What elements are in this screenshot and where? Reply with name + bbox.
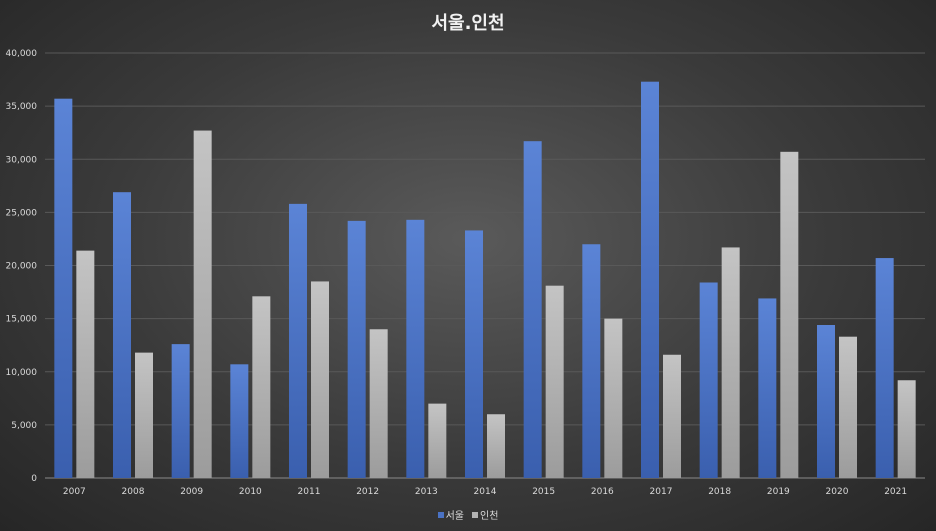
bar-seoul-2009 xyxy=(171,344,190,478)
x-tick-label: 2008 xyxy=(122,487,145,497)
bar-incheon-2007 xyxy=(76,250,95,478)
y-tick-label: 20,000 xyxy=(6,262,38,272)
bar-incheon-2011 xyxy=(311,281,329,478)
bar-seoul-2019 xyxy=(758,298,777,478)
legend-label-incheon: 인천 xyxy=(480,511,499,522)
bar-seoul-2018 xyxy=(699,282,718,478)
bar-incheon-2021 xyxy=(897,380,916,478)
bar-seoul-2011 xyxy=(289,203,307,478)
y-tick-label: 10,000 xyxy=(6,368,38,378)
x-tick-label: 2013 xyxy=(415,487,438,497)
bar-incheon-2016 xyxy=(604,318,623,478)
bar-seoul-2015 xyxy=(523,141,542,478)
legend-item-incheon: 인천 xyxy=(472,507,498,522)
bar-seoul-2014 xyxy=(465,230,483,478)
legend-swatch-seoul xyxy=(437,511,444,518)
y-tick-label: 25,000 xyxy=(6,208,38,218)
x-tick-label: 2017 xyxy=(650,487,673,497)
x-tick-label: 2009 xyxy=(180,487,203,497)
x-tick-label: 2007 xyxy=(63,487,86,497)
bar-incheon-2019 xyxy=(780,151,799,478)
bar-seoul-2020 xyxy=(817,325,835,478)
x-tick-label: 2011 xyxy=(298,487,321,497)
bar-incheon-2020 xyxy=(839,336,857,478)
bar-seoul-2013 xyxy=(406,219,425,478)
bar-incheon-2014 xyxy=(487,414,505,478)
bar-seoul-2021 xyxy=(875,258,894,478)
bar-seoul-2008 xyxy=(113,192,131,478)
x-tick-label: 2014 xyxy=(474,487,497,497)
y-tick-label: 35,000 xyxy=(6,102,38,112)
x-tick-label: 2015 xyxy=(532,487,555,497)
x-tick-label: 2012 xyxy=(356,487,379,497)
y-tick-label: 30,000 xyxy=(6,155,38,165)
y-tick-label: 0 xyxy=(31,474,37,484)
x-tick-label: 2018 xyxy=(708,487,731,497)
y-tick-label: 5,000 xyxy=(11,421,37,431)
bars xyxy=(54,81,916,478)
x-tick-label: 2016 xyxy=(591,487,614,497)
bar-incheon-2015 xyxy=(545,285,564,478)
x-tick-label: 2021 xyxy=(884,487,907,497)
bar-incheon-2017 xyxy=(663,354,681,478)
y-tick-label: 15,000 xyxy=(6,315,38,325)
bar-incheon-2018 xyxy=(721,247,740,478)
legend-item-seoul: 서울 xyxy=(437,507,464,522)
x-tick-label: 2010 xyxy=(239,487,262,497)
bar-incheon-2013 xyxy=(428,403,447,478)
bar-seoul-2017 xyxy=(641,81,659,478)
gridlines xyxy=(45,52,925,479)
legend-swatch-incheon xyxy=(472,511,478,518)
bar-seoul-2012 xyxy=(347,220,366,478)
x-tick-label: 2020 xyxy=(826,487,849,497)
legend: 서울 인천 xyxy=(0,507,936,522)
bar-seoul-2016 xyxy=(582,244,601,478)
bar-seoul-2010 xyxy=(230,364,249,478)
bar-incheon-2008 xyxy=(135,352,153,478)
y-axis: 0 5,000 10,000 15,000 20,000 25,000 30,000 35,0… xyxy=(6,49,38,484)
bar-seoul-2007 xyxy=(54,98,73,478)
x-tick-label: 2019 xyxy=(767,487,790,497)
chart-title: 서울.인천 xyxy=(431,13,505,34)
legend-label-seoul: 서울 xyxy=(445,511,464,522)
x-axis: 2007 2008 2009 2010 2011 2012 2013 2014 2015 2016… xyxy=(63,487,907,497)
bar-incheon-2010 xyxy=(252,296,271,478)
bar-incheon-2009 xyxy=(193,130,212,478)
bar-incheon-2012 xyxy=(369,329,388,478)
y-tick-label: 40,000 xyxy=(6,49,38,59)
